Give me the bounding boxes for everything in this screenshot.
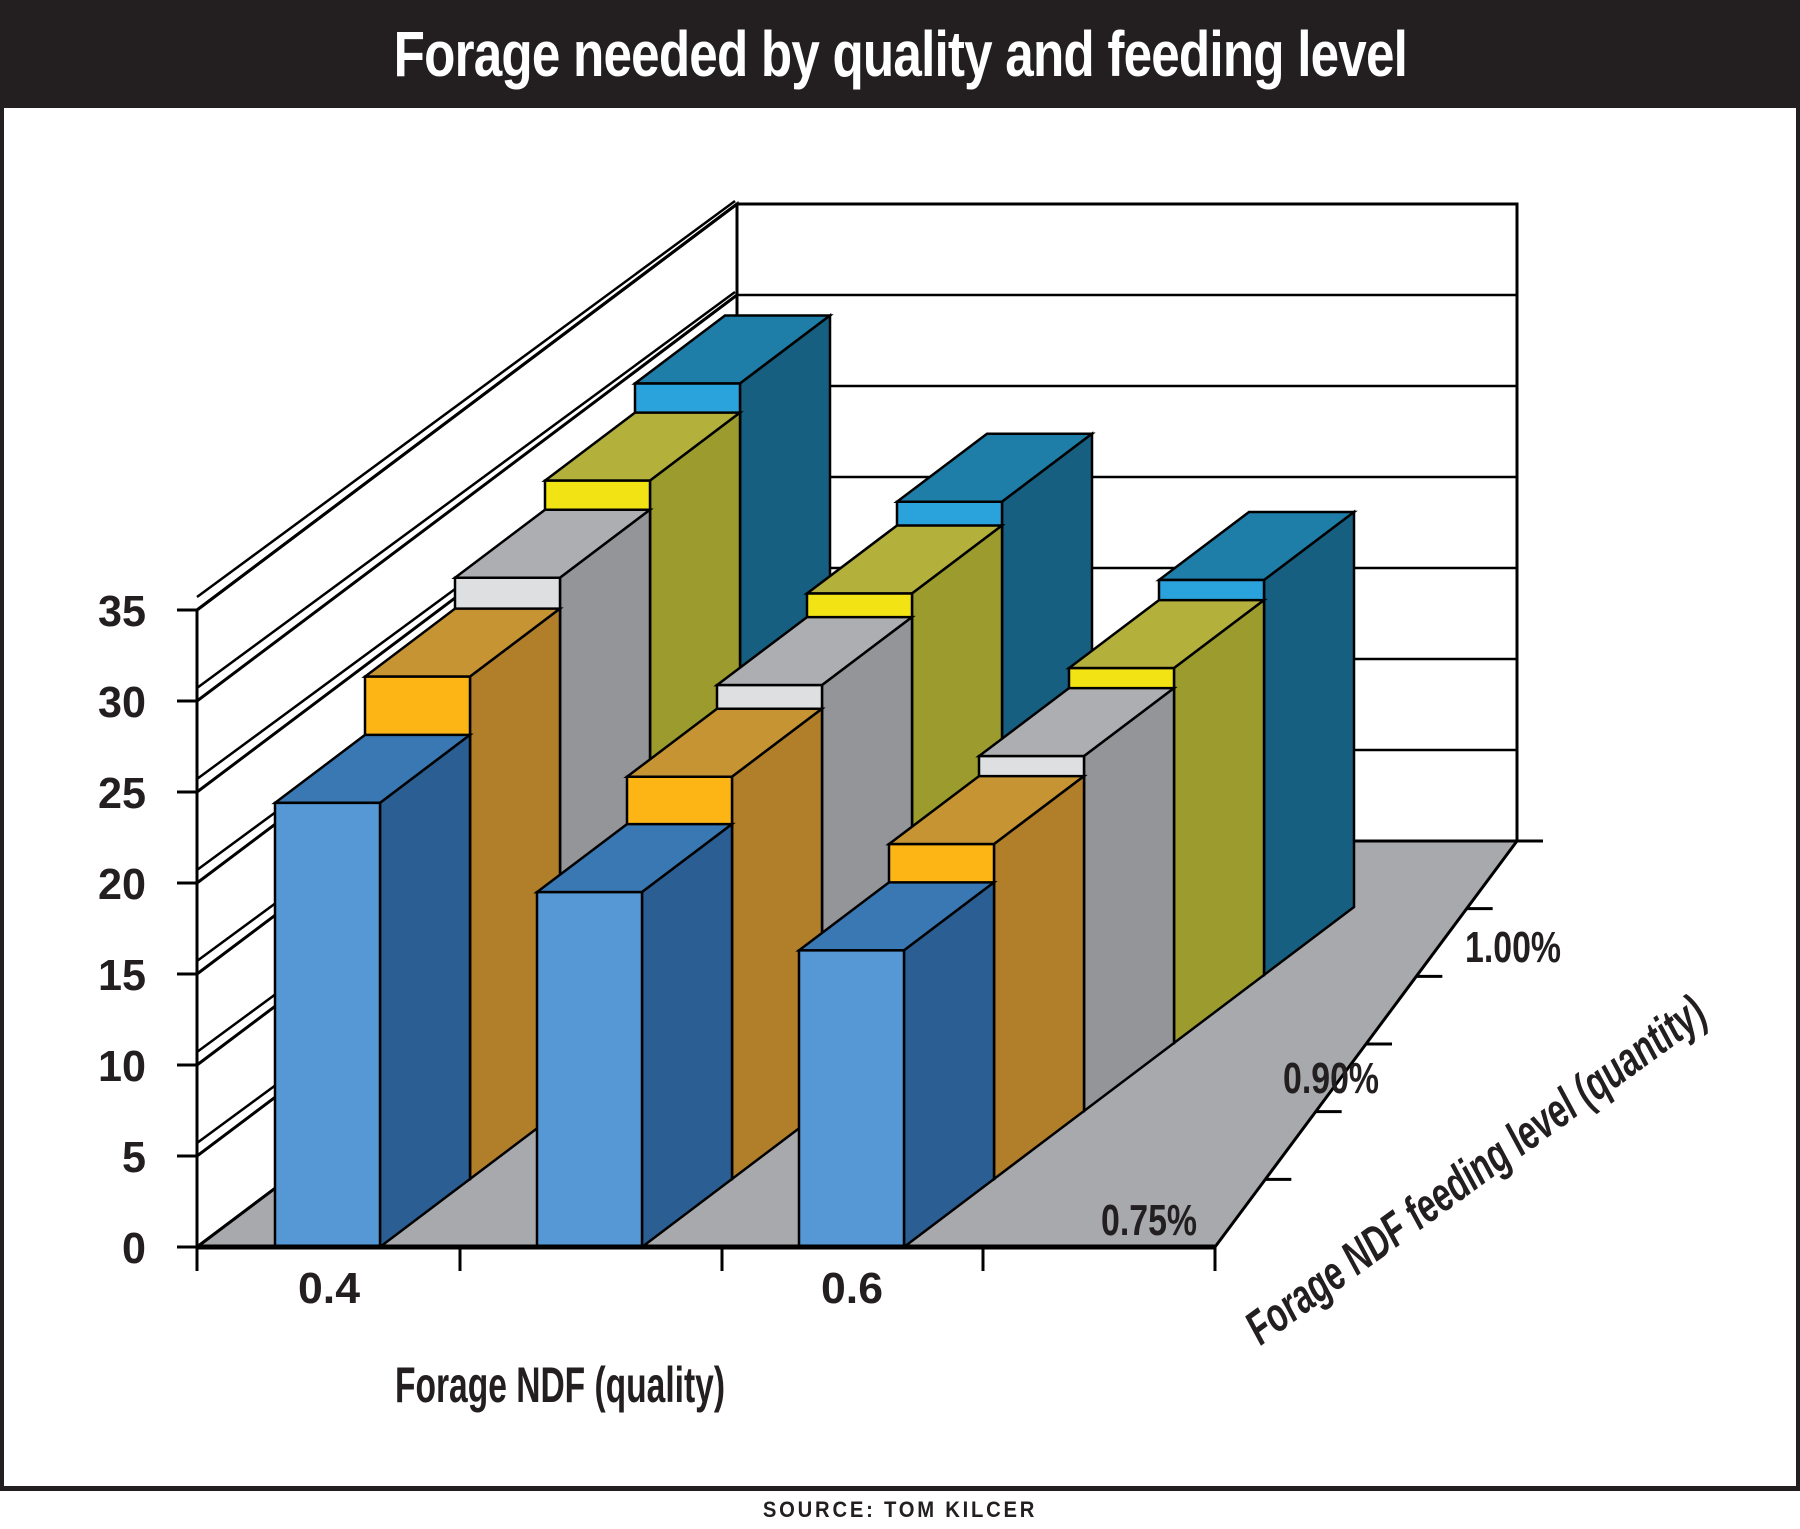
bar-front-face [797,949,906,1249]
bar-q3-row1 [795,879,998,1250]
bar-side-face [992,773,1086,1182]
x-axis-tick-label: 0.4 [298,1264,361,1313]
side-wall-gridline-outer [196,290,736,690]
y-axis-tick-label: 15 [98,951,146,1000]
chart-title: Forage needed by quality and feeding lev… [393,18,1407,90]
y-axis-tick-label: 5 [122,1133,146,1182]
source-strip: SOURCE: TOM KILCER [0,1491,1800,1529]
z-axis-tick-label: 0.90% [1283,1054,1379,1103]
bar-q2-row1 [533,821,736,1250]
right-border [1796,108,1800,1490]
source-credit: SOURCE: TOM KILCER [762,1497,1038,1522]
bar-front-face [273,801,382,1249]
bar-side-face [378,732,472,1250]
chart-title-bar: Forage needed by quality and feeding lev… [0,0,1800,108]
bar-side-face [1262,509,1356,978]
y-axis-tick-label: 10 [98,1042,146,1091]
side-wall-gridline [196,202,738,612]
x-axis-tick-label: 0.6 [821,1264,883,1313]
y-axis-tick-label: 0 [122,1224,146,1273]
bar-q1-row1 [271,732,474,1250]
y-axis-tick-label: 20 [98,860,146,909]
z-axis-tick-label: 0.75% [1101,1196,1197,1245]
bar-side-face [1172,597,1266,1046]
left-border [0,108,4,1490]
side-wall-gridline [196,293,738,703]
x-axis-title: Forage NDF (quality) [395,1357,725,1413]
plot-area: 0 5 10 15 20 25 30 35 0.4 0.6 0.75% 0.90% 1.00% [98,199,1561,1313]
y-axis-tick-label: 30 [98,678,146,727]
bottom-rule [0,1486,1800,1491]
bar-front-face [535,890,644,1249]
bar-side-face [640,821,734,1250]
y-axis-tick-label: 35 [98,587,146,636]
z-axis-tick-label: 1.00% [1465,923,1561,972]
side-wall-gridline-outer [196,199,736,599]
y-axis-tick-label: 25 [98,769,146,818]
bar-side-face [1082,685,1176,1114]
